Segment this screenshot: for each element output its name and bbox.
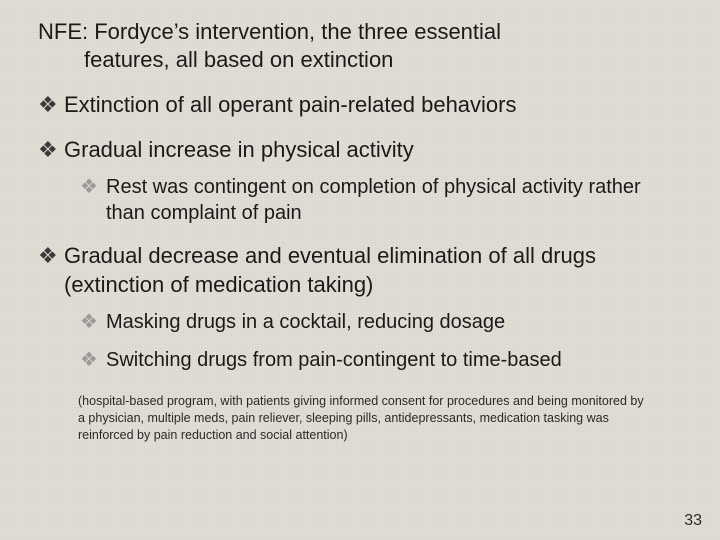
list-item: ❖Masking drugs in a cocktail, reducing d… xyxy=(80,309,688,335)
sub-list: ❖Rest was contingent on completion of ph… xyxy=(38,174,688,226)
list-item: ❖Switching drugs from pain-contingent to… xyxy=(80,347,688,373)
bullet-list: ❖Extinction of all operant pain-related … xyxy=(32,91,688,373)
page-number: 33 xyxy=(684,512,702,530)
list-item: ❖Gradual increase in physical activity ❖… xyxy=(38,136,688,227)
sub-item-text: Switching drugs from pain-contingent to … xyxy=(106,347,666,373)
diamond-bullet-icon: ❖ xyxy=(38,136,64,165)
diamond-bullet-icon: ❖ xyxy=(38,242,64,271)
diamond-bullet-icon: ❖ xyxy=(80,174,106,200)
footnote: (hospital-based program, with patients g… xyxy=(32,389,688,444)
sub-item-text: Masking drugs in a cocktail, reducing do… xyxy=(106,309,666,335)
item-text: Extinction of all operant pain-related b… xyxy=(64,91,676,120)
slide-title: NFE: Fordyce’s intervention, the three e… xyxy=(32,18,688,73)
title-line-1: NFE: Fordyce’s intervention, the three e… xyxy=(38,19,501,44)
title-line-2: features, all based on extinction xyxy=(38,46,688,74)
diamond-bullet-icon: ❖ xyxy=(80,309,106,335)
item-text: Gradual increase in physical activity xyxy=(64,136,676,165)
sub-item-text: Rest was contingent on completion of phy… xyxy=(106,174,666,226)
list-item: ❖Extinction of all operant pain-related … xyxy=(38,91,688,120)
slide: NFE: Fordyce’s intervention, the three e… xyxy=(0,0,720,444)
list-item: ❖Gradual decrease and eventual eliminati… xyxy=(38,242,688,373)
diamond-bullet-icon: ❖ xyxy=(80,347,106,373)
sub-list: ❖Masking drugs in a cocktail, reducing d… xyxy=(38,309,688,373)
list-item: ❖Rest was contingent on completion of ph… xyxy=(80,174,688,226)
diamond-bullet-icon: ❖ xyxy=(38,91,64,120)
item-text: Gradual decrease and eventual eliminatio… xyxy=(64,242,676,299)
